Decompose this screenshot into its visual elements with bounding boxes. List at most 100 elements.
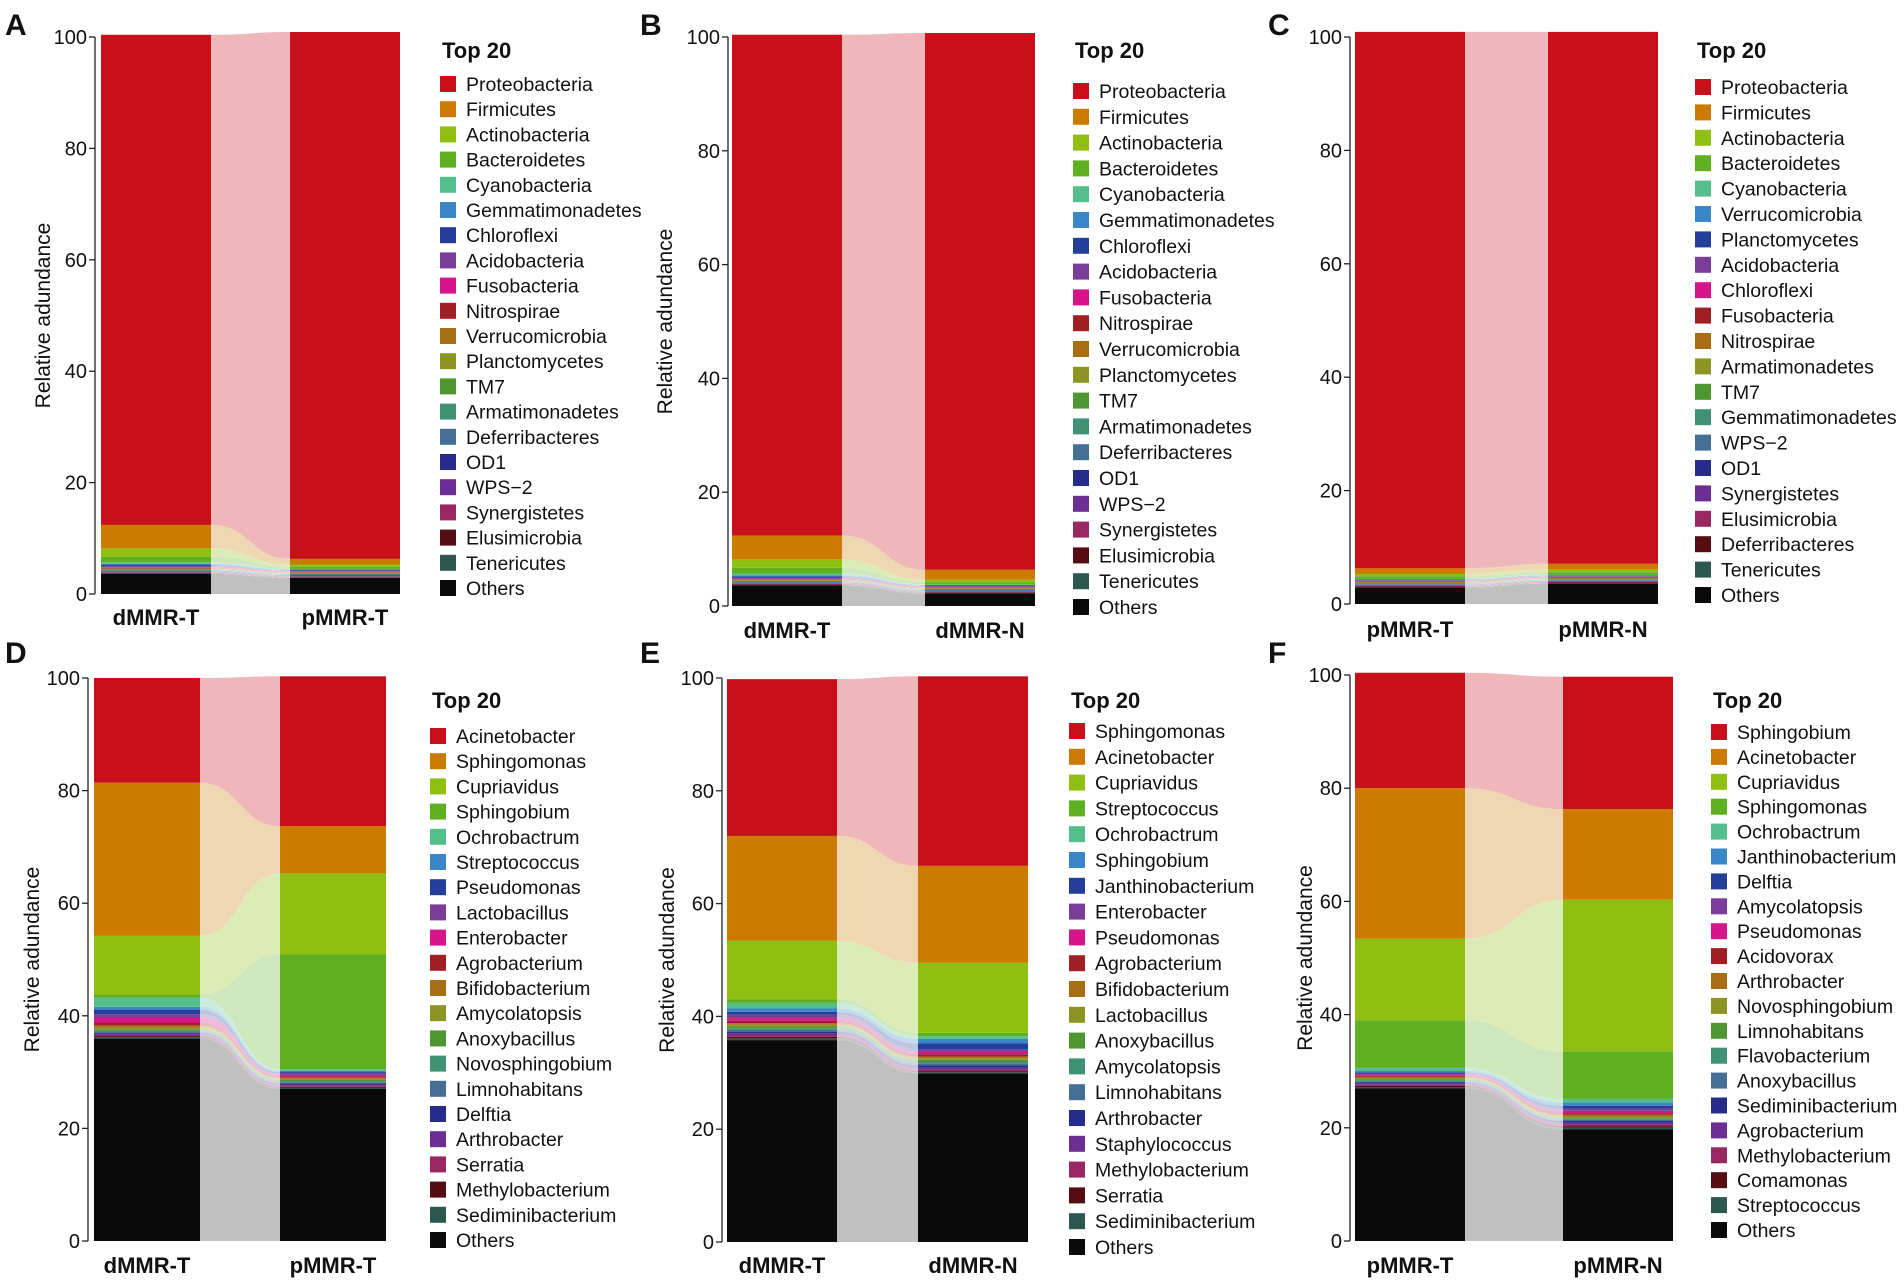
legend-item-label: Sphingobium [1095,850,1209,872]
legend-item-label: Synergistetes [1099,520,1217,542]
bar-segment-A-1-18 [290,576,400,578]
bar-segment-C-0-16 [1355,585,1465,586]
bar-segment-C-0-17 [1355,585,1465,587]
y-tick-label: 80 [692,781,714,803]
flow-band-B-8 [842,578,925,588]
legend-swatch [1069,1135,1085,1152]
legend-item-label: Bifidobacterium [456,978,590,1000]
y-tick-label: 0 [1331,594,1342,616]
bar-segment-E-1-18 [918,1071,1028,1073]
bar-segment-B-0-6 [732,576,842,578]
legend-item-label: Pseudomonas [1737,921,1862,943]
bar-segment-D-1-10 [280,1077,386,1079]
flow-band-F-13 [1465,1080,1563,1120]
legend-swatch [1695,460,1711,476]
flow-band-C-15 [1465,580,1548,586]
legend-item-label: Cupriavidus [1737,772,1840,794]
legend-swatch [1069,877,1085,894]
legend-swatch [1711,898,1727,915]
bar-segment-A-1-9 [290,571,400,573]
bar-segment-B-1-4 [925,584,1035,585]
bar-segment-B-1-3 [925,582,1035,585]
legend-swatch [440,353,456,370]
flow-band-F-11 [1465,1077,1563,1118]
y-tick-label: 100 [1309,27,1342,49]
bar-segment-D-0-4 [94,997,200,1007]
legend-item-label: Planctomycetes [1099,365,1237,387]
flow-band-D-10 [200,1025,280,1079]
bar-segment-C-0-14 [1355,584,1465,585]
bar-segment-E-0-15 [727,1031,837,1034]
bar-segment-F-1-1 [1563,809,1673,900]
bar-segment-C-0-3 [1355,576,1465,579]
flow-band-C-14 [1465,580,1548,585]
bar-segment-D-0-14 [94,1031,200,1033]
flow-band-B-5 [842,575,925,586]
flow-band-A-2 [211,548,290,567]
legend-swatch [1695,307,1711,324]
legend-item-label: Actinobacteria [1721,128,1845,150]
flow-band-E-3 [837,999,918,1037]
bar-segment-C-1-12 [1548,579,1658,580]
flow-band-B-7 [842,577,925,587]
x-tick-label: dMMR-N [928,1253,1017,1278]
bar-segment-F-1-19 [1563,1127,1673,1130]
bar-segment-C-0-20 [1355,587,1465,604]
bar-segment-A-0-1 [101,524,211,549]
legend-swatch [440,277,456,294]
chart-panel-F: F 0 20 40 60 80 100 Relative adundance pMMR-T pMM… [1268,637,1897,1278]
legend-swatch [1073,263,1089,280]
legend-item-label: Anoxybacillus [1095,1031,1214,1053]
chart-panel-D: D 0 20 40 60 80 100 Relative adundance dMMR-T pMM… [5,637,616,1278]
bar-segment-A-1-17 [290,576,400,577]
legend-swatch [440,76,456,92]
legend-swatch [1711,948,1727,965]
legend-swatch [1073,160,1089,177]
bar-segment-F-1-2 [1563,899,1673,1052]
flow-band-B-9 [842,579,925,588]
y-tick-label: 20 [1320,481,1342,503]
flow-band-A-1 [211,524,290,565]
legend-swatch [440,101,456,118]
legend-item-label: Janthinobacterium [1095,876,1254,898]
legend-swatch [1073,108,1089,125]
bar-segment-E-0-17 [727,1035,837,1037]
flow-band-F-12 [1465,1079,1563,1119]
flow-band-B-3 [842,567,925,585]
legend-item-label: Firmicutes [466,99,556,121]
bar-segment-B-1-13 [925,589,1035,591]
legend-swatch [440,403,456,420]
flow-band-B-11 [842,580,925,589]
legend-swatch [1069,774,1085,791]
bar-segment-C-1-18 [1548,582,1658,584]
legend-item-label: Delftia [1737,871,1792,893]
flow-band-D-4 [200,997,280,1071]
legend-swatch [1695,79,1711,95]
bar-segment-C-0-15 [1355,584,1465,586]
legend-item-label: Methylobacterium [1095,1160,1249,1182]
legend-item-label: Acidobacteria [466,250,584,272]
bar-segment-A-0-15 [101,571,211,572]
bar-segment-B-0-4 [732,573,842,576]
bar-segment-E-1-5 [918,1038,1028,1044]
legend-swatch [430,1030,446,1047]
legend-item-label: Serratia [456,1154,524,1176]
flow-band-A-0 [211,31,290,559]
legend-item-label: Limnohabitans [456,1079,583,1101]
bar-segment-E-0-18 [727,1036,837,1039]
bar-segment-E-0-2 [727,940,837,1000]
flow-band-B-14 [842,582,925,591]
y-axis-label: Relative adundance [32,223,55,409]
bar-segment-C-1-7 [1548,576,1658,577]
bar-segment-D-0-15 [94,1032,200,1034]
bar-segment-C-1-9 [1548,577,1658,578]
flow-band-B-19 [842,584,925,594]
bar-segment-C-1-2 [1548,569,1658,573]
legend-item-label: Nitrospirae [1721,331,1815,353]
bar-segment-C-0-9 [1355,581,1465,582]
legend-item-label: TM7 [466,376,505,398]
flow-band-B-12 [842,580,925,590]
bar-segment-F-0-15 [1355,1082,1465,1084]
legend-item-label: Firmicutes [1721,102,1811,124]
